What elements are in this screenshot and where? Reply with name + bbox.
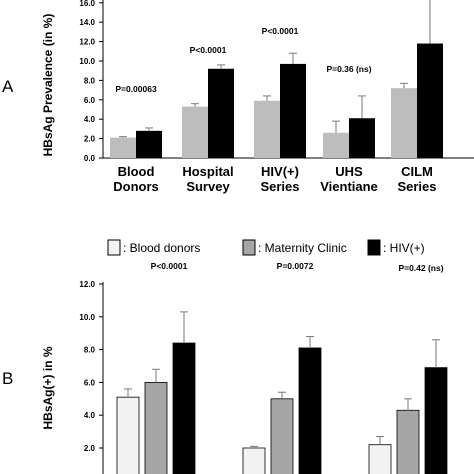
panel-b-pvalue: P<0.0001 [151, 261, 188, 271]
panel-b-legend-swatch [107, 239, 121, 256]
panel-a-y-tick-label: 16.0 [79, 0, 95, 8]
panel-a-category-label: HIV(+) [261, 164, 299, 179]
panel-a-y-tick-label: 4.0 [84, 115, 96, 124]
panel-b-y-tick-label: 4.0 [84, 411, 96, 420]
panel-a-y-axis-label: HBsAg Prevalence (in %) [41, 14, 55, 157]
panel-a-y-tick-label: 10.0 [79, 57, 95, 66]
panel-b-y-tick-label: 8.0 [84, 346, 96, 355]
panel-a-pvalue: P<0.0001 [262, 26, 299, 36]
panel-a-category-label: Survey [186, 179, 230, 194]
panel-a-bar [110, 137, 136, 158]
panel-b-pvalue: P=0.42 (ns) [398, 263, 443, 273]
panel-b-bar [270, 398, 294, 474]
panel-b-bar [396, 409, 420, 474]
panel-a-category-label: Series [397, 179, 436, 194]
panel-a-pvalue: P=0.00063 [115, 84, 157, 94]
panel-a-y-tick-label: 14.0 [79, 18, 95, 27]
panel-a-category-label: CILM [401, 164, 433, 179]
panel-a-bars [110, 0, 443, 158]
panel-a-category-labels: BloodDonorsHospitalSurveyHIV(+)SeriesUHS… [113, 164, 436, 194]
panel-b-pvalues: P<0.0001 P=0.0072 P=0.42 (ns) [151, 261, 444, 273]
panel-b-bar [424, 367, 448, 474]
panel-b-legend-swatch [242, 239, 256, 256]
panel-b-y-tick-label: 10.0 [79, 313, 95, 322]
panel-a-bar [349, 118, 375, 158]
panel-a-y-tick-label: 0.0 [84, 154, 96, 163]
panel-a-category-label: Hospital [182, 164, 233, 179]
panel-a-bar [280, 63, 306, 158]
panel-a-category-label: Blood [118, 164, 155, 179]
panel-a-y-tick-label: 8.0 [84, 76, 96, 85]
panel-b-bar [116, 396, 140, 474]
panel-a-category-label: UHS [335, 164, 363, 179]
panel-a-y-tick-label: 2.0 [84, 135, 96, 144]
panel-b-pvalue: P=0.0072 [277, 261, 314, 271]
panel-a-category-label: Series [260, 179, 299, 194]
panel-b-bar [242, 447, 266, 474]
panel-a-pvalue: P<0.0001 [190, 45, 227, 55]
panel-a-bar [391, 88, 417, 158]
panel-a-pvalue: P=0.36 (ns) [326, 64, 371, 74]
panel-b-letter: B [2, 369, 13, 388]
panel-b-bar [144, 381, 168, 474]
panel-b-legend-label: : Blood donors [123, 241, 200, 255]
panel-b-bars [116, 311, 448, 474]
panel-b-y-tick-label: 2.0 [84, 444, 96, 453]
panel-b-legend-label: : HIV(+) [383, 241, 425, 255]
panel-a-bar [254, 100, 280, 158]
panel-a-category-label: Vientiane [320, 179, 378, 194]
panel-b-legend-swatch [367, 239, 381, 256]
panel-a-bar [323, 132, 349, 158]
panel-a-letter: A [2, 77, 14, 96]
panel-a: A HBsAg Prevalence (in %) 0.0 2.0 4.0 6.0 8.… [2, 0, 474, 194]
panel-b-y-ticks: 2.0 4.0 6.0 8.0 10.0 12.0 [79, 280, 103, 453]
panel-a-category-label: Donors [113, 179, 159, 194]
panel-b-legend: : Blood donors : Maternity Clinic : HIV(+) [107, 239, 425, 256]
panel-b-bar [298, 347, 322, 474]
panel-b-y-tick-label: 12.0 [79, 280, 95, 289]
panel-b-y-tick-label: 6.0 [84, 378, 96, 387]
panel-a-bar [136, 130, 162, 158]
panel-a-y-tick-label: 12.0 [79, 38, 95, 47]
panel-a-bar [208, 68, 234, 158]
panel-b-bar [172, 342, 196, 474]
panel-a-pvalues: P=0.00063 P<0.0001 P<0.0001 P=0.36 (ns) [115, 26, 371, 94]
panel-b: B HBsAg(+) in % : Blood donors : Maternit… [2, 239, 448, 474]
panel-b-legend-label: : Maternity Clinic [258, 241, 347, 255]
panel-a-y-ticks: 0.0 2.0 4.0 6.0 8.0 10.0 12.0 14.0 16.0 [79, 0, 103, 163]
panel-b-bar [368, 444, 392, 474]
panel-a-bar [417, 43, 443, 158]
panel-a-bar [182, 106, 208, 158]
panel-b-y-axis-label: HBsAg(+) in % [41, 346, 55, 429]
panel-a-y-tick-label: 6.0 [84, 96, 96, 105]
